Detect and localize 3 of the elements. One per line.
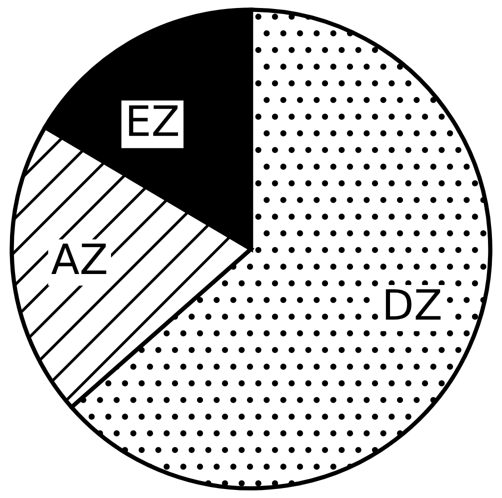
slice-label: EZ xyxy=(129,105,178,136)
slice-label: AZ xyxy=(51,244,106,274)
slice-label: DZ xyxy=(386,289,441,320)
